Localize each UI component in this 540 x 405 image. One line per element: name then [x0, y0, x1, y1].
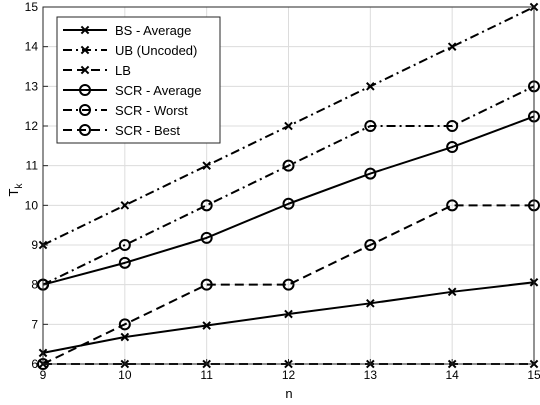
- y-tick-label: 7: [31, 317, 38, 331]
- legend-marker: [79, 84, 91, 96]
- y-axis-label: Tk: [6, 183, 25, 197]
- legend-box: [56, 16, 221, 144]
- data-point: [446, 120, 459, 132]
- x-tick-label: 14: [445, 368, 459, 382]
- legend-marker: [80, 45, 90, 55]
- data-point: [282, 278, 295, 291]
- data-point: [447, 287, 457, 297]
- x-axis-label: n: [285, 386, 292, 401]
- legend-label: UB (Uncoded): [115, 43, 197, 58]
- x-tick-label: 12: [282, 368, 296, 382]
- data-point: [284, 309, 293, 319]
- data-point: [447, 42, 457, 51]
- y-tick-label: 15: [25, 0, 39, 14]
- legend-label: BS - Average: [115, 23, 191, 38]
- x-tick-label: 9: [40, 368, 47, 382]
- y-tick-label: 6: [31, 357, 38, 371]
- y-tick-label: 10: [25, 198, 39, 212]
- data-point: [200, 278, 213, 291]
- data-point: [284, 121, 293, 131]
- y-tick-label: 14: [25, 40, 39, 54]
- data-point: [282, 197, 295, 210]
- data-point: [446, 199, 459, 212]
- series-scr-best: [37, 199, 540, 370]
- y-tick-label: 8: [31, 278, 38, 292]
- legend-marker: [79, 124, 91, 136]
- series-line: [42, 204, 534, 365]
- data-point: [200, 231, 213, 244]
- y-tick-label: 13: [25, 79, 39, 93]
- data-point: [118, 256, 131, 269]
- data-point: [120, 332, 130, 342]
- series-bs-average: [38, 277, 539, 358]
- data-point: [202, 321, 211, 330]
- legend-entry-scr-best: SCR - Best: [63, 123, 180, 138]
- x-tick-label: 10: [118, 368, 132, 382]
- legend-label: SCR - Average: [115, 83, 201, 98]
- legend-marker: [80, 25, 90, 35]
- legend-label: SCR - Best: [115, 123, 180, 138]
- legend-marker: [79, 104, 91, 116]
- legend-entry-bs-average: BS - Average: [63, 23, 191, 38]
- legend-entry-lb: LB: [63, 63, 131, 78]
- series-line: [42, 85, 535, 286]
- legend-entry-ub-uncoded: UB (Uncoded): [63, 43, 197, 58]
- data-point: [364, 120, 377, 132]
- legend-label: LB: [115, 63, 131, 78]
- legend-label: SCR - Worst: [115, 103, 188, 118]
- data-point: [282, 159, 295, 172]
- y-axis-label-main: T: [6, 188, 21, 196]
- data-point: [366, 82, 375, 91]
- series-line: [42, 115, 535, 286]
- data-point: [118, 318, 131, 331]
- legend: BS - Average UB (Uncoded) LB SCR - Average S…: [56, 16, 221, 144]
- axes: 9 10 11 12 13 14 15 6 7 8 9 10 11 12 13 14 15: [25, 0, 540, 382]
- y-tick-label: 12: [25, 119, 39, 133]
- legend-marker: [80, 65, 90, 75]
- data-point: [120, 201, 130, 210]
- data-point: [366, 299, 375, 308]
- legend-entry-scr-average: SCR - Average: [63, 83, 201, 98]
- data-point: [200, 199, 213, 212]
- y-tick-label: 9: [31, 238, 38, 252]
- y-axis-label-subscript: k: [14, 183, 25, 189]
- x-tick-label: 13: [364, 368, 378, 382]
- data-point: [446, 141, 459, 154]
- data-point: [202, 161, 211, 170]
- y-tick-label: 11: [26, 159, 39, 173]
- x-tick-label: 15: [527, 368, 540, 382]
- legend-entry-scr-worst: SCR - Worst: [63, 103, 188, 118]
- data-point: [364, 167, 377, 180]
- series-ub-uncoded: [38, 2, 539, 250]
- x-tick-label: 11: [200, 368, 213, 382]
- data-point: [364, 239, 377, 251]
- data-point: [118, 239, 131, 251]
